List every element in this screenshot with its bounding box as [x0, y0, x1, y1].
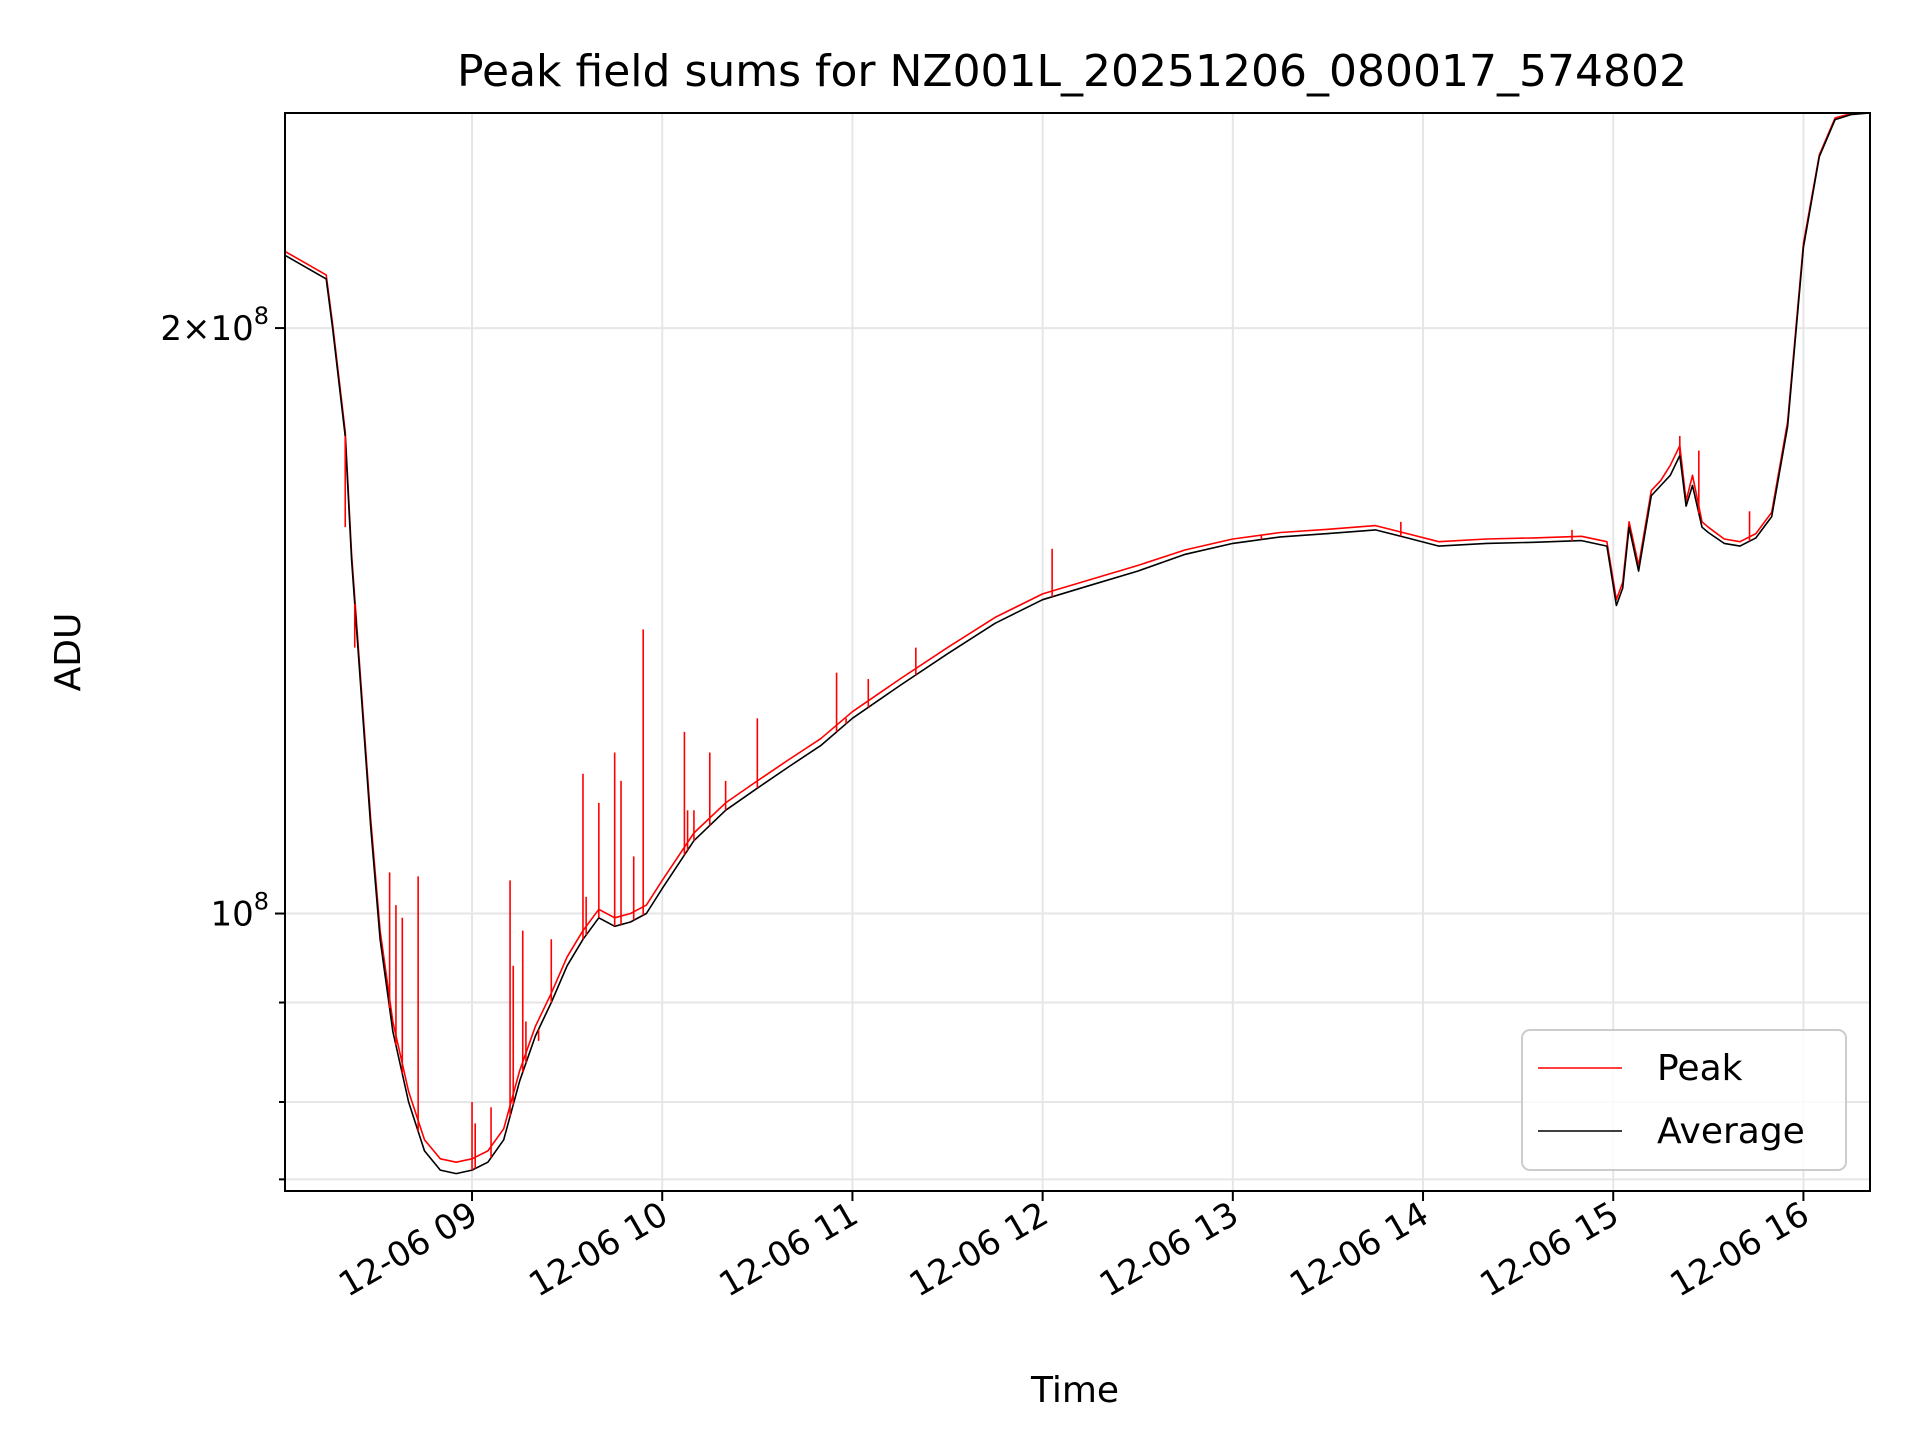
series-line-peak [284, 112, 1871, 1163]
grid-lines [285, 113, 1870, 1191]
series-line-average [284, 112, 1871, 1175]
legend: Peak Average [1521, 1029, 1847, 1171]
plot-area [284, 112, 1871, 1192]
plot-frame [284, 112, 1871, 1192]
y-tick-label: 2×108 [160, 302, 269, 349]
legend-box [1521, 1029, 1847, 1171]
x-axis-label: Time [1030, 1370, 1119, 1411]
series-layer [284, 112, 1871, 1175]
legend-average-label: Average [1657, 1111, 1805, 1152]
y-axis-label: ADU [48, 613, 89, 692]
plot-background [285, 113, 1870, 1191]
y-tick-label: 108 [210, 888, 269, 935]
chart-title: Peak field sums for NZ001L_20251206_0800… [457, 46, 1687, 97]
legend-peak-label: Peak [1657, 1048, 1743, 1089]
